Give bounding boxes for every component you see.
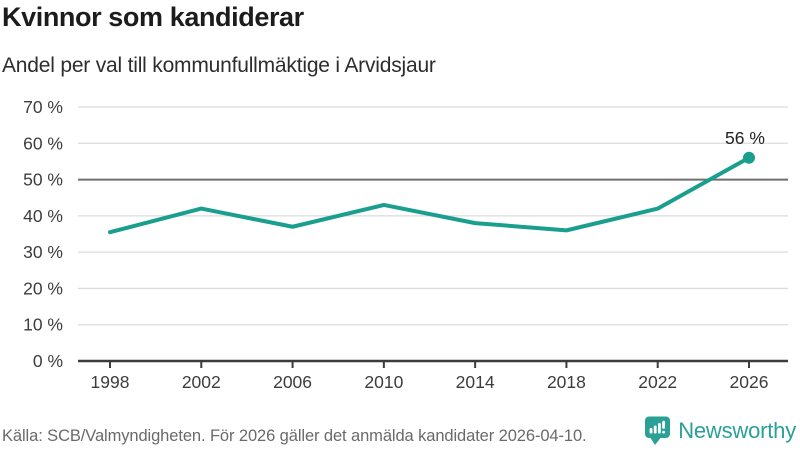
y-tick-label: 20 % — [23, 278, 63, 298]
bar-glyph-medium — [653, 425, 657, 434]
newsworthy-icon — [645, 416, 671, 445]
end-point-marker — [743, 151, 755, 164]
source-note: Källa: SCB/Valmyndigheten. För 2026 gäll… — [2, 427, 587, 445]
page-title: Kvinnor som kandiderar — [2, 2, 304, 32]
bar-glyph-short — [649, 428, 653, 434]
x-tick-label: 2006 — [273, 372, 312, 392]
line-chart: 0 % 10 % 20 % 30 % 40 % 50 % 60 % 70 % 1998 2002 2… — [23, 97, 788, 392]
x-tick-label: 2018 — [547, 372, 586, 392]
x-tick-label: 2002 — [182, 372, 221, 392]
y-tick-label: 0 % — [33, 351, 63, 371]
brand-wordmark: Newsworthy — [678, 417, 796, 443]
y-tick-label: 40 % — [23, 206, 63, 226]
exclamation-dot-glyph — [662, 430, 666, 434]
y-tick-label: 70 % — [23, 97, 63, 117]
x-tick-label: 2022 — [638, 372, 677, 392]
page-subtitle: Andel per val till kommunfullmäktige i A… — [2, 54, 436, 77]
y-tick-label: 10 % — [23, 315, 63, 335]
end-value-label: 56 % — [725, 128, 765, 148]
data-line — [108, 155, 751, 235]
x-tick-label: 2026 — [730, 372, 769, 392]
x-tick-label: 2010 — [364, 372, 403, 392]
y-tick-label: 30 % — [23, 242, 63, 262]
bar-glyph-tall — [658, 423, 661, 434]
speech-bubble-shape — [645, 416, 671, 445]
exclamation-bar-glyph — [662, 420, 666, 429]
y-tick-label: 50 % — [23, 170, 63, 190]
newsworthy-brand: Newsworthy — [644, 416, 796, 445]
x-tick-label: 2014 — [456, 372, 495, 392]
x-tick-label: 1998 — [91, 372, 130, 392]
y-tick-label: 60 % — [23, 133, 63, 153]
